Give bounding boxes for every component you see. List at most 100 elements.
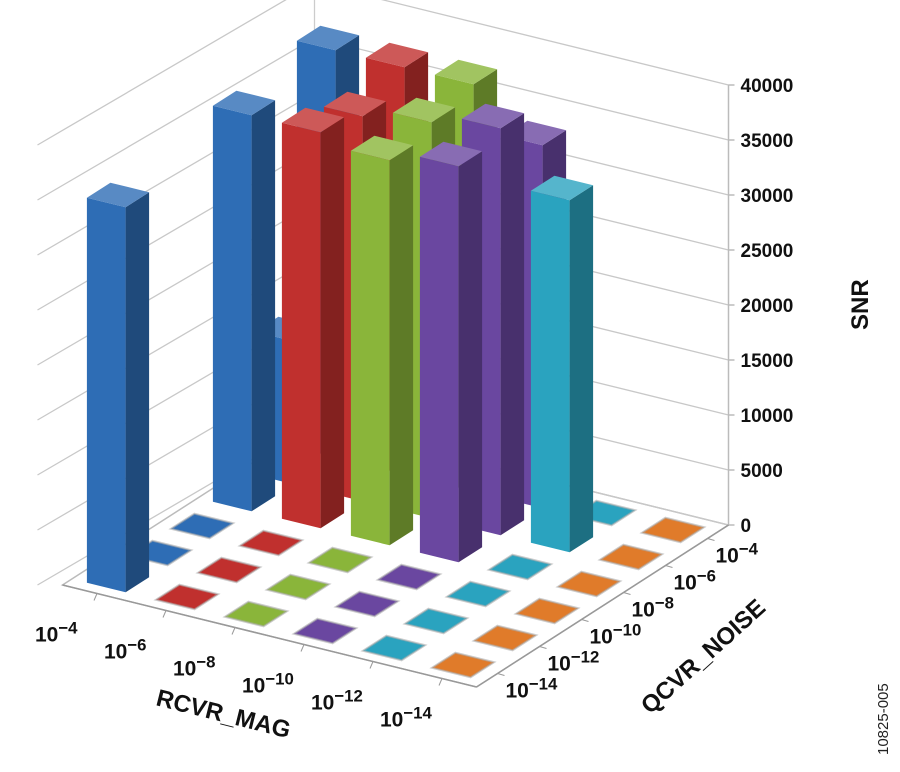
qcvr-tick-mark bbox=[581, 619, 589, 622]
bar-rcvr-3-qcvr-2 bbox=[419, 141, 483, 563]
qcvr-tick-label: 10−12 bbox=[548, 648, 600, 676]
bar-top-face bbox=[281, 107, 345, 133]
bar-zero-tile bbox=[360, 634, 428, 662]
bar-top-face bbox=[350, 135, 414, 161]
qcvr-tick-label: 10−8 bbox=[632, 594, 675, 622]
bar-zero-tile bbox=[195, 556, 263, 584]
snr-axis-title: SNR bbox=[847, 279, 874, 330]
bar-front-face bbox=[350, 150, 390, 546]
bar-rcvr-1-qcvr-3 bbox=[237, 529, 305, 557]
qcvr-tick-mark bbox=[665, 565, 673, 568]
rcvr-tick-label: 10−4 bbox=[35, 619, 78, 647]
rcvr-tick-mark bbox=[93, 593, 98, 601]
qcvr-tick-label: 10−14 bbox=[506, 675, 558, 703]
bar-rcvr-0-qcvr-3 bbox=[168, 512, 236, 540]
bar-zero-tile bbox=[444, 580, 512, 608]
bar-rcvr-4-qcvr-1 bbox=[530, 175, 594, 553]
rcvr-tick-label: 10−6 bbox=[104, 636, 147, 664]
bar-rcvr-1-qcvr-2 bbox=[281, 107, 345, 529]
z-tick-label: 40000 bbox=[741, 76, 794, 97]
bar-rcvr-5-qcvr-4 bbox=[471, 624, 539, 652]
z-tick-label: 0 bbox=[741, 516, 752, 537]
bar-rcvr-4-qcvr-3 bbox=[444, 580, 512, 608]
bar-rcvr-3-qcvr-3 bbox=[375, 563, 443, 591]
gridline bbox=[37, 0, 729, 146]
bar-zero-tile bbox=[429, 651, 497, 679]
qcvr-tick-mark bbox=[497, 673, 505, 676]
qcvr-tick-mark bbox=[539, 646, 547, 649]
bar-front-face bbox=[86, 197, 126, 593]
bar-side-face bbox=[569, 185, 594, 553]
bar-top-face bbox=[86, 182, 150, 208]
bar-side-face bbox=[500, 113, 525, 536]
bar-side-face bbox=[125, 192, 150, 593]
bar-zero-tile bbox=[237, 529, 305, 557]
z-tick-label: 35000 bbox=[741, 131, 794, 152]
bar-top-face bbox=[419, 141, 483, 167]
bar-rcvr-5-qcvr-5 bbox=[429, 651, 497, 679]
bar-front-face bbox=[530, 190, 570, 553]
figure-id: 10825-005 bbox=[875, 683, 892, 755]
bar-top-face bbox=[365, 42, 429, 68]
bar-rcvr-2-qcvr-2 bbox=[350, 135, 414, 546]
bar-side-face bbox=[320, 117, 345, 529]
bar-side-face bbox=[251, 100, 276, 512]
bar-zero-tile bbox=[375, 563, 443, 591]
bar-rcvr-5-qcvr-2 bbox=[555, 570, 623, 598]
bar-zero-tile bbox=[597, 543, 665, 571]
bar-front-face bbox=[419, 156, 459, 563]
z-tick-label: 5000 bbox=[741, 461, 783, 482]
bar-zero-tile bbox=[306, 546, 374, 574]
bar-zero-tile bbox=[513, 597, 581, 625]
bar-zero-tile bbox=[291, 617, 359, 645]
bar-rcvr-1-qcvr-5 bbox=[153, 583, 221, 611]
bar-zero-tile bbox=[222, 600, 290, 628]
bar-rcvr-5-qcvr-0 bbox=[639, 516, 707, 544]
bar-zero-tile bbox=[555, 570, 623, 598]
bar-side-face bbox=[389, 145, 414, 546]
qcvr-tick-label: 10−6 bbox=[674, 567, 717, 595]
bar-rcvr-5-qcvr-3 bbox=[513, 597, 581, 625]
bar-zero-tile bbox=[168, 512, 236, 540]
rcvr-tick-label: 10−10 bbox=[242, 670, 294, 698]
bar-zero-tile bbox=[471, 624, 539, 652]
bar-rcvr-5-qcvr-1 bbox=[597, 543, 665, 571]
bar-top-face bbox=[392, 97, 456, 123]
rcvr-tick-mark bbox=[300, 644, 305, 652]
qcvr-tick-mark bbox=[623, 592, 631, 595]
bar-zero-tile bbox=[639, 516, 707, 544]
bar-side-face bbox=[458, 151, 483, 563]
bar-top-face bbox=[461, 103, 525, 129]
qcvr-axis-title: QCVR_NOISE bbox=[636, 594, 771, 719]
bar-rcvr-2-qcvr-4 bbox=[264, 573, 332, 601]
rcvr-tick-label: 10−12 bbox=[311, 687, 363, 715]
bar-rcvr-0-qcvr-5 bbox=[86, 182, 150, 593]
rcvr-tick-mark bbox=[162, 610, 167, 618]
bar-rcvr-2-qcvr-3 bbox=[306, 546, 374, 574]
bar-zero-tile bbox=[333, 590, 401, 618]
bar-top-face bbox=[296, 25, 360, 51]
z-tick-label: 10000 bbox=[741, 406, 794, 427]
qcvr-axis-line bbox=[476, 524, 729, 688]
rcvr-tick-mark bbox=[369, 661, 374, 669]
bar-zero-tile bbox=[402, 607, 470, 635]
bar-top-face bbox=[212, 90, 276, 116]
bar-rcvr-3-qcvr-5 bbox=[291, 617, 359, 645]
bar-top-face bbox=[434, 59, 498, 85]
bar-zero-tile bbox=[153, 583, 221, 611]
bar-rcvr-3-qcvr-4 bbox=[333, 590, 401, 618]
qcvr-tick-mark bbox=[707, 538, 715, 541]
bar-rcvr-2-qcvr-5 bbox=[222, 600, 290, 628]
rcvr-tick-label: 10−14 bbox=[380, 704, 432, 732]
bar-rcvr-4-qcvr-4 bbox=[402, 607, 470, 635]
bar-rcvr-1-qcvr-4 bbox=[195, 556, 263, 584]
bar-zero-tile bbox=[486, 553, 554, 581]
rcvr-tick-mark bbox=[438, 678, 443, 686]
bar-top-face bbox=[323, 91, 387, 117]
bar-front-face bbox=[212, 105, 252, 512]
z-tick-label: 25000 bbox=[741, 241, 794, 262]
z-tick-label: 20000 bbox=[741, 296, 794, 317]
rcvr-tick-label: 10−8 bbox=[173, 653, 216, 681]
